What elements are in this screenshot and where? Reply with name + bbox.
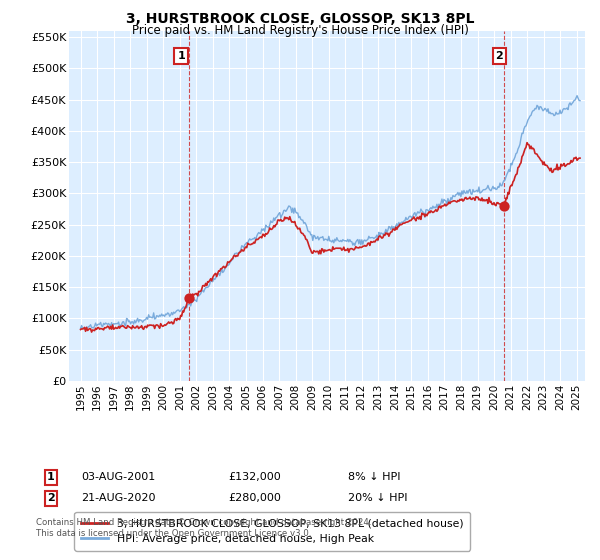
Text: 1: 1 xyxy=(177,51,185,61)
Point xyxy=(500,202,509,211)
Text: 8% ↓ HPI: 8% ↓ HPI xyxy=(348,472,401,482)
Text: £132,000: £132,000 xyxy=(228,472,281,482)
Text: 2: 2 xyxy=(47,493,55,503)
Text: Price paid vs. HM Land Registry's House Price Index (HPI): Price paid vs. HM Land Registry's House … xyxy=(131,24,469,37)
Point xyxy=(185,294,194,303)
Text: 3, HURSTBROOK CLOSE, GLOSSOP, SK13 8PL: 3, HURSTBROOK CLOSE, GLOSSOP, SK13 8PL xyxy=(126,12,474,26)
Text: 1: 1 xyxy=(47,472,55,482)
Text: 03-AUG-2001: 03-AUG-2001 xyxy=(81,472,155,482)
Text: This data is licensed under the Open Government Licence v3.0.: This data is licensed under the Open Gov… xyxy=(36,529,311,538)
Text: 20% ↓ HPI: 20% ↓ HPI xyxy=(348,493,407,503)
Text: Contains HM Land Registry data © Crown copyright and database right 2024.: Contains HM Land Registry data © Crown c… xyxy=(36,518,371,527)
Text: 2: 2 xyxy=(496,51,503,61)
Text: £280,000: £280,000 xyxy=(228,493,281,503)
Legend: 3, HURSTBROOK CLOSE, GLOSSOP, SK13 8PL (detached house), HPI: Average price, det: 3, HURSTBROOK CLOSE, GLOSSOP, SK13 8PL (… xyxy=(74,512,470,550)
Text: 21-AUG-2020: 21-AUG-2020 xyxy=(81,493,155,503)
